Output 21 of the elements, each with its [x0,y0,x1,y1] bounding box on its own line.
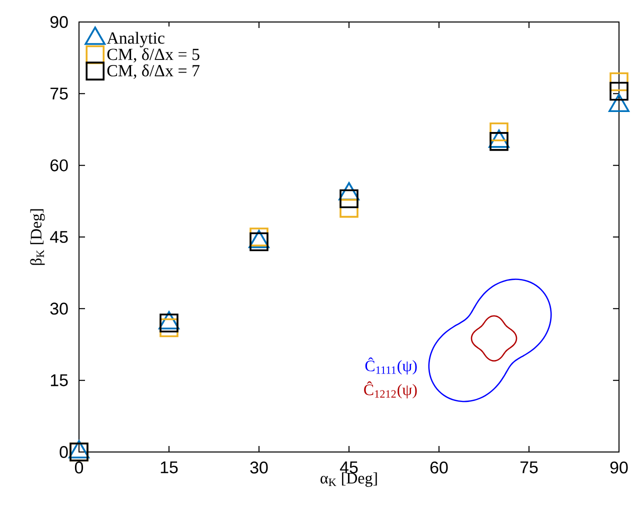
y-tick-label: 30 [50,302,68,315]
legend-label: CM, δ/Δx = 5 [107,48,200,63]
x-tick-label: 75 [520,462,538,474]
x-tick-label: 45 [340,462,358,474]
x-axis-title: α$_{K}$ [Deg] [320,472,377,487]
x-tick-label: 90 [610,462,628,474]
y-tick-label: 15 [50,374,68,386]
y-tick-label: 75 [50,88,68,100]
x-tick-label: 30 [250,462,268,474]
x-tick-label: 0 [74,462,84,474]
x-tick-label: 15 [160,462,178,474]
y-tick-label: 60 [50,159,68,172]
annotation: Ĉ$_{1212}$(ψ) [364,381,417,398]
annotation: Ĉ$_{1111}$(ψ) [365,357,417,375]
x-tick-label: 60 [430,462,448,474]
y-tick-label: 90 [50,16,68,28]
legend-label: Analytic [106,32,164,48]
y-axis-title: β$_{K}$ [Deg] [30,209,45,265]
y-tick-label: 0 [60,446,68,458]
legend-label: CM, δ/Δx = 7 [107,64,200,79]
y-tick-label: 45 [50,231,68,243]
